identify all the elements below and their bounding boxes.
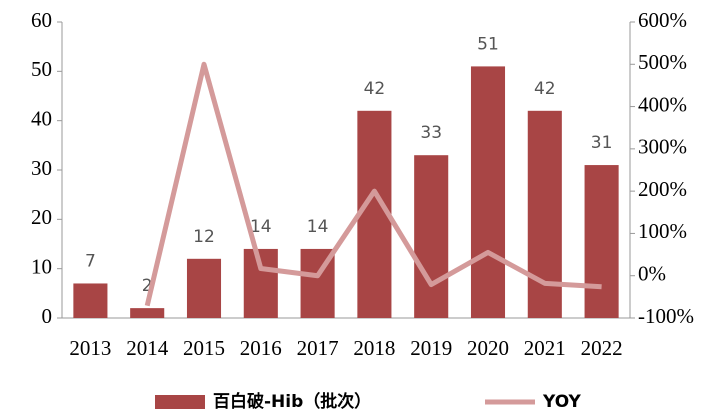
data-label: 51 <box>477 34 499 54</box>
y-tick-label: 20 <box>31 205 52 229</box>
y-tick-label: 30 <box>31 156 52 180</box>
y2-tick-label: 200% <box>638 177 687 201</box>
data-label: 33 <box>420 123 442 143</box>
y-tick-label: 10 <box>31 254 52 278</box>
bar <box>470 66 506 319</box>
x-tick-label: 2022 <box>581 336 623 360</box>
data-label: 14 <box>307 217 329 237</box>
data-label: 2 <box>142 276 153 296</box>
x-tick-label: 2020 <box>467 336 509 360</box>
y-tick-label: 0 <box>42 304 53 328</box>
y2-tick-label: 500% <box>638 50 687 74</box>
data-label: 14 <box>250 217 272 237</box>
y2-tick-label: 0% <box>638 262 666 286</box>
x-tick-label: 2019 <box>410 336 452 360</box>
x-tick-label: 2014 <box>126 336 169 360</box>
y2-tick-label: 100% <box>638 219 687 243</box>
legend-swatch <box>155 395 205 409</box>
data-label: 7 <box>85 251 96 271</box>
x-tick-label: 2016 <box>240 336 282 360</box>
bar <box>186 258 222 318</box>
legend-label: YOY <box>542 392 582 412</box>
y2-tick-label: 600% <box>638 8 687 32</box>
x-tick-label: 2015 <box>183 336 225 360</box>
y2-tick-label: 300% <box>638 135 687 159</box>
bar <box>414 155 449 318</box>
x-tick-label: 2013 <box>69 336 111 360</box>
y-tick-label: 40 <box>31 106 52 130</box>
bar <box>130 308 165 318</box>
data-label: 42 <box>364 79 386 99</box>
bar <box>584 165 619 318</box>
x-tick-label: 2021 <box>524 336 566 360</box>
bar <box>73 283 108 318</box>
y2-tick-label: 400% <box>638 92 687 116</box>
x-tick-label: 2018 <box>353 336 395 360</box>
data-label: 42 <box>534 79 556 99</box>
x-tick-label: 2017 <box>297 336 339 360</box>
y-tick-label: 50 <box>31 57 52 81</box>
y-tick-label: 60 <box>31 8 52 32</box>
bar <box>527 110 562 318</box>
data-label: 31 <box>591 133 613 153</box>
y2-tick-label: -100% <box>638 304 694 328</box>
legend-label: 百白破-Hib（批次） <box>213 391 371 412</box>
data-label: 12 <box>193 227 215 247</box>
line <box>144 61 602 307</box>
